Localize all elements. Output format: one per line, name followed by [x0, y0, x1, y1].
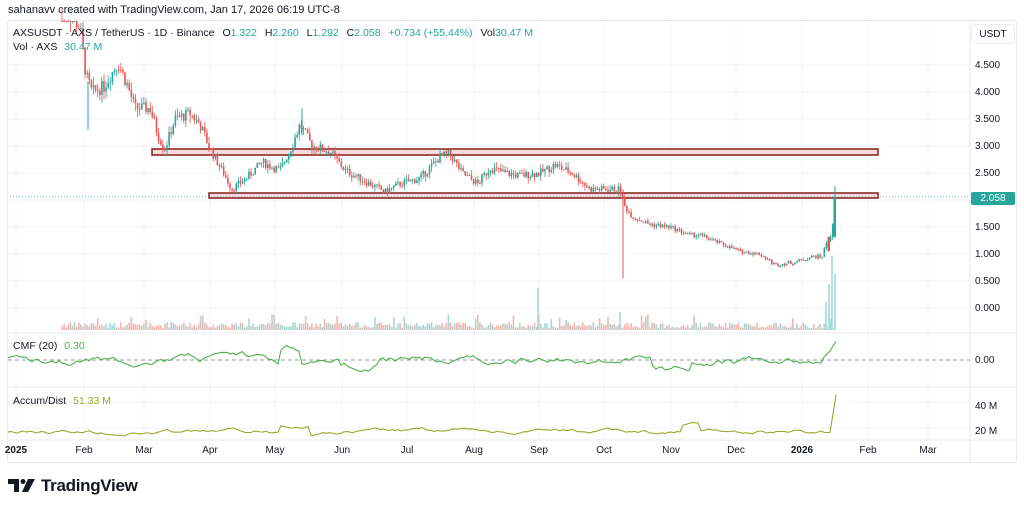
volume-legend: Vol · AXS 30.47 M	[13, 41, 102, 53]
tradingview-logo[interactable]: TradingView	[8, 476, 138, 496]
time-axis-label: Mar	[135, 445, 153, 456]
high-label: H	[264, 27, 273, 39]
cmf-tick: 0.00	[975, 355, 995, 366]
ad-value: 51.33 M	[73, 395, 111, 407]
time-axis-label: Jun	[333, 445, 351, 456]
symbol-legend: AXSUSDT · AXS / TetherUS · 1D · Binance …	[13, 27, 533, 39]
price-tick: 1.000	[975, 249, 1001, 260]
time-axis-label: Dec	[727, 445, 745, 456]
open-label: O	[222, 27, 231, 39]
price-tick: 0.000	[975, 303, 1001, 314]
chart-frame	[7, 20, 1017, 463]
time-axis-label: Aug	[465, 445, 483, 456]
time-axis-label: Mar	[919, 445, 937, 456]
cmf-legend: CMF (20) 0.30	[13, 340, 85, 352]
time-axis-label: Jul	[400, 445, 414, 456]
volume-label[interactable]: Vol · AXS	[13, 41, 58, 53]
vol-label: Vol	[480, 27, 496, 39]
time-axis-label: 2026	[790, 445, 814, 456]
price-tick: 3.500	[975, 114, 1001, 125]
last-price-tag: 2.058	[971, 192, 1015, 205]
price-tick: 4.500	[975, 60, 1001, 71]
close-value: 2.058	[354, 27, 381, 39]
low-value: 1.292	[312, 27, 339, 39]
time-axis-label: Oct	[596, 445, 612, 456]
price-tick: 0.500	[975, 276, 1001, 287]
high-value: 2.260	[272, 27, 299, 39]
price-tick: 1.500	[975, 222, 1001, 233]
price-tick: 4.000	[975, 87, 1001, 98]
ad-label[interactable]: Accum/Dist	[13, 395, 67, 407]
time-axis-label: Feb	[859, 445, 877, 456]
cmf-label[interactable]: CMF (20)	[13, 340, 58, 352]
time-axis-label: Nov	[662, 445, 680, 456]
logo-text: TradingView	[41, 476, 138, 495]
vol-value: 30.47 M	[495, 27, 534, 39]
currency-unit-button[interactable]: USDT	[971, 24, 1015, 44]
volume-value: 30.47 M	[64, 41, 103, 53]
tradingview-logo-icon	[8, 479, 35, 492]
chart-credit: sahanavv created with TradingView.com, J…	[8, 4, 340, 16]
time-axis-label: Apr	[202, 445, 218, 456]
time-axis-label: Sep	[530, 445, 548, 456]
time-axis-label: Feb	[75, 445, 93, 456]
low-label: L	[306, 27, 313, 39]
time-axis-label: 2025	[4, 445, 28, 456]
change-value: +0.734 (+55.44%)	[388, 27, 473, 39]
cmf-value: 0.30	[64, 340, 85, 352]
symbol-title[interactable]: AXSUSDT · AXS / TetherUS · 1D · Binance	[13, 27, 215, 39]
price-tick: 3.000	[975, 141, 1001, 152]
ad-tick: 40 M	[975, 401, 998, 412]
time-axis-label: May	[265, 445, 285, 456]
open-value: 1.322	[230, 27, 257, 39]
close-label: C	[346, 27, 355, 39]
price-tick: 2.500	[975, 168, 1001, 179]
ad-legend: Accum/Dist 51.33 M	[13, 395, 111, 407]
ad-tick: 20 M	[975, 426, 998, 437]
